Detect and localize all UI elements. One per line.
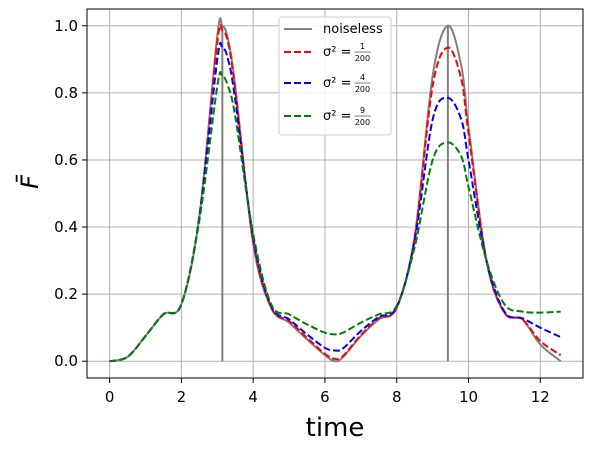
y-axis-ticks: 0.0 0.2 0.4 0.6 0.8 1.0 (54, 17, 87, 370)
x-tick-label: 10 (459, 388, 478, 406)
legend-frac-den-3: 200 (355, 85, 370, 94)
legend-label-3: σ² = (323, 76, 351, 91)
y-tick-label: 0.0 (54, 352, 78, 370)
legend-frac-den-2: 200 (355, 54, 370, 63)
x-axis-ticks: 0 2 4 6 8 10 12 (105, 378, 550, 406)
x-tick-label: 12 (531, 388, 550, 406)
legend-frac-den-4: 200 (355, 118, 370, 127)
plot-frame (86, 8, 584, 379)
x-tick-label: 8 (392, 388, 402, 406)
legend-box (278, 16, 392, 136)
series-line-4 (109, 71, 561, 363)
series-lines (109, 17, 562, 363)
legend-frac-num-3: 4 (360, 73, 365, 82)
x-axis-title: time (306, 413, 365, 443)
x-tick-label: 4 (248, 388, 258, 406)
legend-label-2: σ² = (323, 45, 351, 60)
legend-frac-num-4: 9 (360, 106, 365, 115)
x-tick-label: 0 (105, 388, 115, 406)
legend-label-4: σ² = (323, 109, 351, 124)
y-tick-label: 0.2 (54, 285, 78, 303)
y-tick-label: 0.4 (54, 218, 78, 236)
legend-label-1: noiseless (323, 22, 383, 37)
legend-frac-num-2: 1 (360, 42, 365, 51)
y-tick-label: 0.8 (54, 84, 78, 102)
y-tick-label: 1.0 (54, 17, 78, 35)
x-tick-label: 6 (320, 388, 330, 406)
grid (87, 9, 583, 378)
y-tick-label: 0.6 (54, 151, 78, 169)
legend: noiseless σ² = 1 200 σ² = 4 200 σ² = 9 200 (278, 16, 392, 136)
y-axis-title: F̄ (15, 174, 44, 189)
x-tick-label: 2 (177, 388, 187, 406)
vertical-markers (221, 25, 449, 362)
